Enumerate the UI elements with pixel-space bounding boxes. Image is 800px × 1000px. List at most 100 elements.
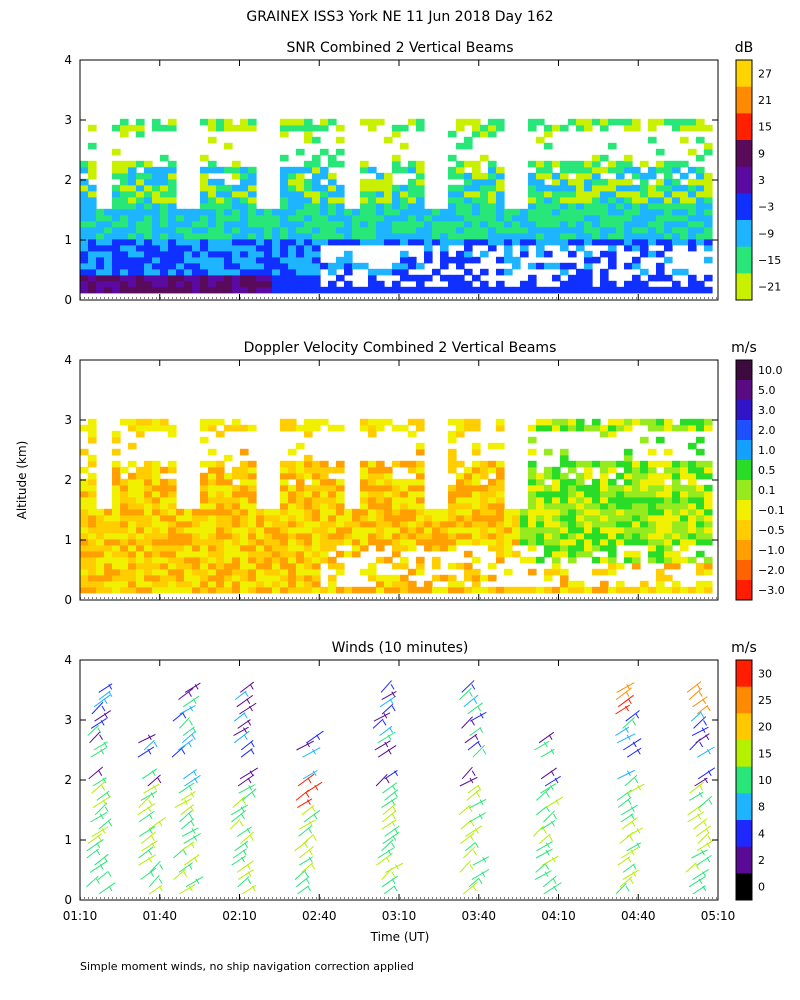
data-cell [136, 262, 145, 270]
wind-barb-flag [468, 806, 473, 813]
data-cell [112, 496, 121, 504]
data-cell [560, 166, 569, 174]
data-cell [480, 268, 489, 276]
data-cell [608, 532, 617, 540]
data-cell [648, 136, 657, 144]
data-cell [248, 514, 257, 522]
data-cell [536, 196, 545, 204]
data-cell [248, 556, 257, 564]
colorbar-label: −3.0 [758, 584, 785, 597]
data-cell [400, 220, 409, 228]
data-cell [200, 544, 209, 552]
data-cell [632, 562, 641, 570]
data-cell [704, 142, 713, 150]
data-cell [184, 250, 193, 258]
data-cell [280, 214, 289, 222]
data-cell [576, 478, 585, 486]
data-cell [216, 568, 225, 576]
data-cell [680, 520, 689, 528]
data-cell [216, 574, 225, 582]
data-cell [128, 280, 137, 288]
wind-barb-flag [627, 698, 632, 705]
data-cell [504, 550, 513, 558]
wind-barb [696, 839, 715, 852]
data-cell [672, 466, 681, 474]
data-cell [696, 496, 705, 504]
data-cell [264, 556, 273, 564]
colorbar-swatch [736, 400, 752, 421]
data-cell [472, 418, 481, 426]
data-cell [520, 532, 529, 540]
data-cell [536, 250, 545, 258]
panels: SNR Combined 2 Vertical Beams dB012342721… [63, 40, 785, 923]
data-cell [640, 280, 649, 288]
data-cell [664, 538, 673, 546]
data-cell [368, 166, 377, 174]
data-cell [104, 526, 113, 534]
data-cell [160, 274, 169, 282]
data-cell [528, 214, 537, 222]
data-cell [280, 274, 289, 282]
data-cell [584, 586, 593, 594]
data-cell [496, 220, 505, 228]
data-cell [392, 538, 401, 546]
data-cell [168, 460, 177, 468]
data-cell [360, 508, 369, 516]
data-cell [552, 418, 561, 426]
data-cell [480, 496, 489, 504]
wind-barb-flag [307, 885, 311, 892]
data-cell [456, 532, 465, 540]
data-cell [216, 430, 225, 438]
data-cell [320, 232, 329, 240]
data-cell [160, 586, 169, 594]
wind-barb-flag [191, 828, 196, 834]
data-cell [88, 208, 97, 216]
data-cell [80, 568, 89, 576]
data-cell [384, 190, 393, 198]
data-cell [592, 226, 601, 234]
wind-barb [182, 726, 195, 736]
data-cell [120, 532, 129, 540]
data-cell [616, 580, 625, 588]
data-cell [176, 262, 185, 270]
wind-barb-flag [474, 842, 479, 849]
data-cell [128, 196, 137, 204]
data-cell [656, 184, 665, 192]
data-cell [128, 574, 137, 582]
data-cell [144, 280, 153, 288]
data-cell [208, 544, 217, 552]
data-cell [128, 562, 137, 570]
data-cell [512, 238, 521, 246]
data-cell [288, 190, 297, 198]
wind-barb-flag [107, 871, 112, 877]
data-cell [336, 232, 345, 240]
wind-barb-flag [158, 878, 163, 885]
data-cell [264, 544, 273, 552]
data-cell [248, 274, 257, 282]
data-cell [144, 262, 153, 270]
data-cell [256, 568, 265, 576]
data-cell [128, 550, 137, 558]
data-cell [600, 280, 609, 288]
data-cell [312, 508, 321, 516]
y-tick-label: 3 [64, 713, 72, 727]
data-cell [472, 196, 481, 204]
data-cell [120, 568, 129, 576]
data-cell [560, 226, 569, 234]
data-cell [160, 226, 169, 234]
data-cell [648, 118, 657, 126]
data-cell [312, 538, 321, 546]
data-cell [80, 226, 89, 234]
data-cell [208, 166, 217, 174]
wind-barb-flag [698, 792, 703, 798]
data-cell [168, 214, 177, 222]
data-cell [544, 550, 553, 558]
data-cell [552, 562, 561, 570]
colorbar-swatch [736, 440, 752, 461]
data-cell [600, 484, 609, 492]
data-cell [344, 538, 353, 546]
data-cell [400, 238, 409, 246]
data-cell [416, 220, 425, 228]
data-cell [696, 436, 705, 444]
